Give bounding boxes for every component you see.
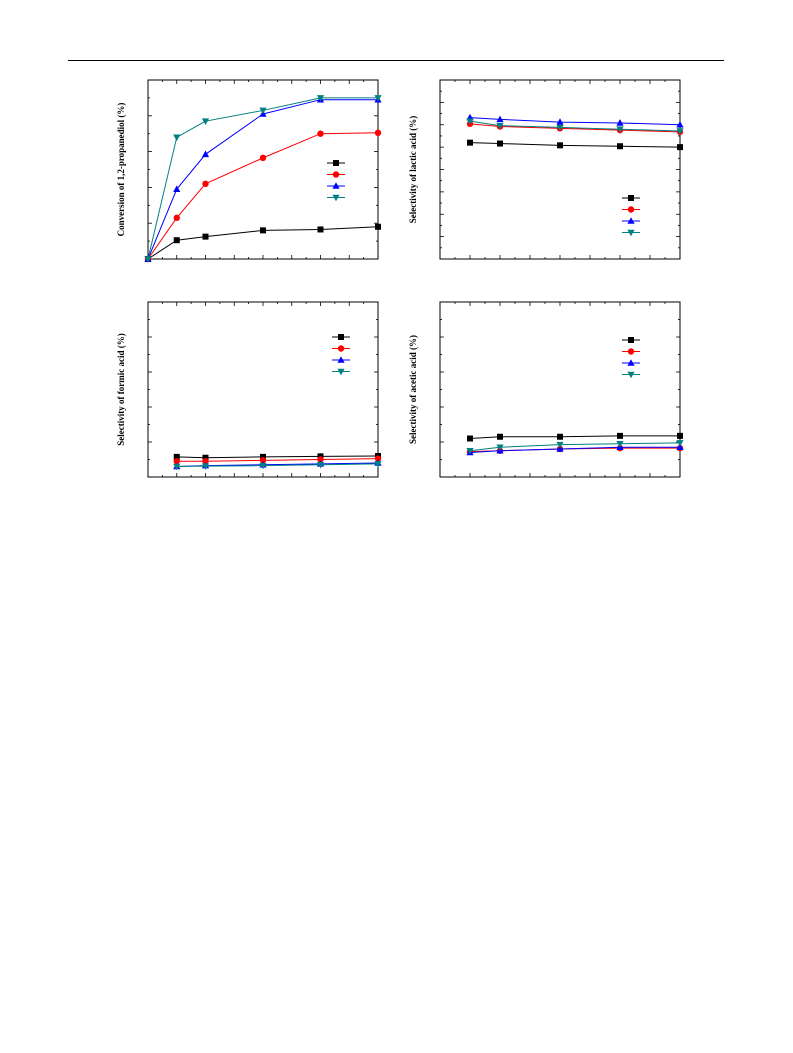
data-point: [374, 129, 382, 137]
data-point: [316, 95, 325, 102]
data-point: [173, 185, 181, 192]
data-point: [616, 440, 624, 448]
legend-marker: [332, 182, 340, 189]
data-point: [202, 180, 209, 188]
y-axis-label: Selectivity of acetic acid (%): [408, 335, 418, 444]
y-axis-label: Selectivity of lactic acid (%): [408, 116, 418, 223]
plot-frame: [147, 301, 379, 478]
page-header-rule: [68, 60, 724, 61]
data-point: [497, 433, 503, 440]
panel-conversion: Conversion of 1,2-propanediol (%): [116, 79, 382, 263]
data-point: [201, 150, 210, 158]
data-point: [556, 441, 564, 449]
legend-marker: [627, 229, 635, 237]
legend-marker: [627, 206, 635, 213]
data-point: [317, 226, 324, 233]
data-point: [202, 458, 209, 465]
panel-formic-selectivity: Selectivity of formic acid (%): [116, 301, 382, 478]
data-point: [497, 140, 503, 147]
data-point: [676, 120, 684, 128]
data-point: [374, 455, 382, 462]
legend-marker: [337, 356, 345, 363]
series-line: [147, 132, 379, 260]
data-point: [317, 456, 324, 463]
data-point: [259, 457, 267, 464]
data-point: [466, 447, 474, 455]
series-line: [147, 226, 379, 260]
data-point: [260, 227, 266, 234]
legend-marker: [333, 160, 339, 166]
legend-marker: [627, 371, 635, 379]
data-point: [374, 95, 382, 102]
data-point: [173, 458, 180, 465]
data-point: [677, 144, 683, 151]
plot-frame: [439, 79, 681, 260]
data-point: [202, 454, 209, 461]
data-point: [557, 433, 563, 440]
legend-marker: [332, 194, 340, 202]
data-point: [616, 119, 624, 126]
data-point: [496, 122, 504, 130]
data-point: [616, 126, 624, 134]
data-point: [173, 214, 180, 222]
series-line: [147, 97, 378, 260]
data-point: [556, 118, 564, 125]
data-point: [617, 432, 623, 439]
legend-marker: [337, 368, 345, 376]
y-axis-label: Conversion of 1,2-propanediol (%): [116, 103, 126, 237]
data-point: [467, 435, 473, 442]
data-point: [676, 440, 684, 447]
data-point: [467, 139, 473, 146]
legend-marker: [332, 171, 340, 178]
data-point: [677, 432, 683, 439]
data-point: [259, 154, 267, 162]
data-point: [173, 237, 180, 244]
data-point: [201, 463, 210, 470]
data-point: [496, 444, 504, 452]
legend-marker: [338, 334, 344, 340]
legend-marker: [627, 217, 635, 224]
data-point: [202, 233, 209, 240]
data-point: [201, 118, 210, 125]
data-point: [556, 124, 564, 132]
data-point: [374, 461, 382, 468]
data-point: [557, 142, 563, 149]
series-line: [147, 99, 378, 260]
legend-marker: [627, 359, 635, 366]
panel-acetic-selectivity: Selectivity of acetic acid (%): [408, 301, 684, 478]
data-point: [173, 463, 181, 471]
legend-marker: [627, 348, 635, 355]
data-point: [496, 115, 504, 123]
data-point: [676, 128, 684, 135]
legend-marker: [628, 337, 634, 343]
data-point: [617, 143, 623, 150]
data-point: [375, 223, 381, 230]
data-point: [173, 453, 180, 460]
data-point: [676, 443, 684, 451]
data-point: [259, 462, 267, 470]
legend-marker: [337, 345, 345, 352]
data-point: [316, 461, 325, 469]
legend-marker: [628, 195, 634, 201]
data-point: [173, 134, 181, 142]
data-point: [466, 118, 474, 125]
data-point: [259, 107, 267, 115]
data-point: [260, 453, 266, 460]
data-point: [317, 130, 324, 137]
data-point: [556, 445, 564, 452]
panel-lactic-selectivity: Selectivity of lactic acid (%): [408, 79, 684, 260]
y-axis-label: Selectivity of formic acid (%): [116, 333, 126, 445]
data-point: [144, 256, 152, 263]
